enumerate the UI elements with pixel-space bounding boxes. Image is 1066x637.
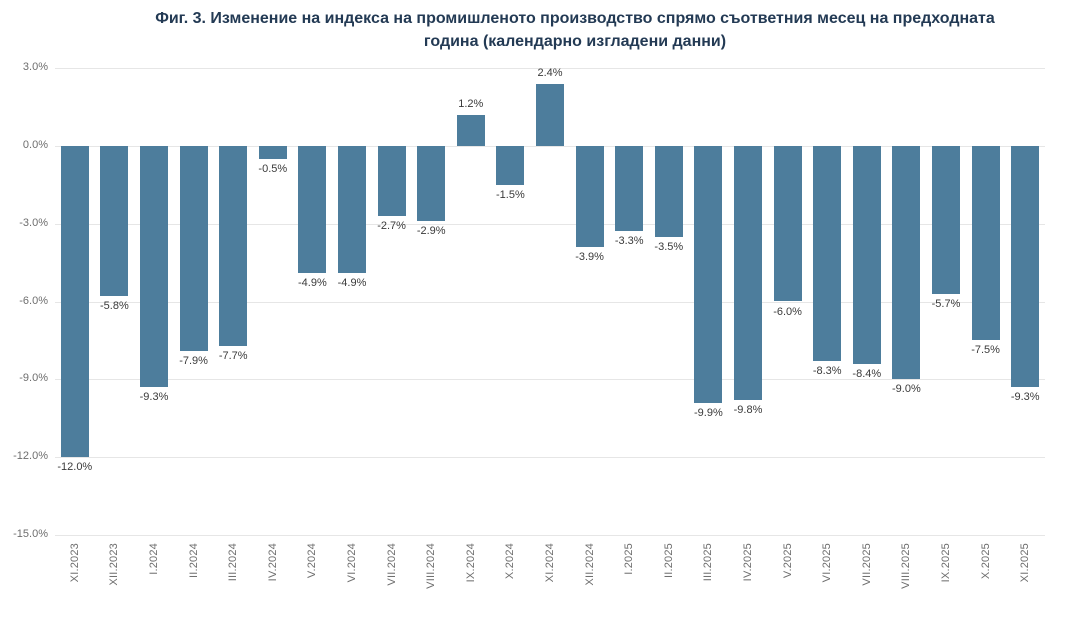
bar-value-label: -7.5%: [971, 344, 1000, 357]
bar: [971, 145, 1000, 341]
x-axis-label: X.2025: [979, 543, 992, 580]
x-axis-label: XII.2023: [108, 543, 121, 586]
bar: [179, 145, 208, 351]
x-axis-label: VII.2024: [385, 543, 398, 586]
bar-value-label: -5.7%: [931, 297, 961, 310]
bar-value-label: -0.5%: [258, 162, 288, 175]
x-axis-label: III.2024: [227, 543, 240, 582]
x-axis-label: XI.2024: [544, 543, 556, 583]
bar-value-label: -7.9%: [179, 354, 208, 367]
bar-value-label: -3.3%: [614, 235, 644, 248]
bar: [298, 145, 327, 273]
y-axis-tick-label: 0.0%: [22, 138, 48, 151]
chart-title-line1: Фиг. 3. Изменение на индекса на промишле…: [155, 10, 995, 27]
bar-value-label: -3.5%: [654, 240, 684, 253]
bar: [852, 145, 881, 364]
bar: [615, 145, 644, 232]
x-axis-label: V.2024: [306, 543, 319, 579]
bar-value-label: -8.4%: [852, 367, 882, 380]
x-axis-label: XII.2024: [583, 543, 596, 586]
gridline: [55, 457, 1045, 459]
x-axis-label: IV.2025: [742, 543, 754, 582]
bar: [813, 145, 842, 362]
bar-value-label: -9.3%: [1010, 391, 1040, 404]
x-axis-label: V.2025: [781, 543, 794, 579]
bar-value-label: -9.0%: [892, 383, 921, 396]
gridline: [55, 223, 1045, 225]
bar: [456, 114, 485, 146]
bar-value-label: -12.0%: [57, 461, 93, 474]
gridline: [55, 379, 1045, 381]
y-axis-tick-label: -6.0%: [19, 294, 48, 307]
x-axis-label: VIII.2024: [425, 543, 438, 589]
bar: [258, 145, 287, 159]
gridline: [55, 145, 1045, 147]
bar: [496, 145, 525, 185]
bar-value-label: -3.9%: [575, 251, 604, 264]
bar-value-label: 1.2%: [458, 97, 484, 110]
y-axis-tick-label: -15.0%: [13, 528, 48, 540]
bar: [100, 145, 129, 297]
bar-value-label: -6.0%: [773, 305, 802, 318]
bar: [377, 145, 406, 216]
y-axis-tick-label: 3.0%: [22, 61, 48, 73]
bar-value-label: -4.9%: [298, 276, 327, 289]
bar-value-label: -7.7%: [218, 349, 248, 362]
bar-value-label: -9.3%: [139, 391, 169, 404]
x-axis-label: II.2024: [187, 543, 200, 579]
chart-title: Фиг. 3. Изменение на индекса на промишле…: [42, 7, 1066, 53]
bar: [654, 145, 683, 237]
bar: [536, 83, 564, 146]
bar-value-label: -2.9%: [416, 225, 446, 238]
bar: [892, 145, 921, 380]
x-axis-label: VI.2025: [821, 543, 834, 583]
x-axis-label: VI.2024: [346, 543, 358, 583]
bar-value-label: 2.4%: [537, 66, 563, 79]
bar-value-label: -8.3%: [812, 365, 842, 378]
bar: [575, 145, 604, 247]
x-axis-label: IX.2025: [940, 543, 952, 583]
bar: [694, 145, 723, 403]
x-axis-label: VII.2025: [860, 543, 873, 586]
bar: [338, 145, 366, 273]
x-axis-label: I.2025: [623, 543, 636, 575]
gridline: [55, 535, 1045, 536]
bar: [140, 145, 168, 388]
x-axis-label: IX.2024: [464, 543, 477, 583]
x-axis-label: III.2025: [702, 543, 715, 582]
y-axis-tick-label: -3.0%: [19, 216, 48, 229]
bar-value-label: -1.5%: [496, 188, 525, 201]
bar: [773, 145, 802, 302]
bar-value-label: -9.8%: [733, 404, 763, 417]
y-axis-tick-label: -12.0%: [13, 450, 48, 463]
y-axis-tick-label: -9.0%: [19, 372, 48, 385]
bar-value-label: -2.7%: [377, 219, 406, 232]
bar-value-label: -4.9%: [337, 276, 367, 289]
gridline: [55, 301, 1045, 303]
x-axis-label: IV.2024: [266, 543, 279, 582]
bar: [219, 145, 248, 346]
x-axis-label: XI.2025: [1019, 543, 1032, 583]
bar-value-label: -9.9%: [694, 406, 723, 419]
bar-value-label: -5.8%: [100, 300, 129, 313]
x-axis-label: VIII.2025: [900, 543, 913, 589]
gridline: [55, 68, 1045, 69]
bar: [1011, 145, 1040, 388]
bar: [60, 145, 89, 458]
x-axis-label: II.2025: [662, 543, 675, 579]
chart-title-line2: година (календарно изгладени данни): [423, 33, 727, 50]
x-axis-label: XI.2023: [68, 543, 81, 583]
x-axis-label: X.2024: [504, 543, 517, 580]
bar: [734, 145, 762, 401]
bar: [417, 145, 446, 222]
bar: [932, 145, 960, 294]
x-axis-label: I.2024: [148, 543, 160, 575]
